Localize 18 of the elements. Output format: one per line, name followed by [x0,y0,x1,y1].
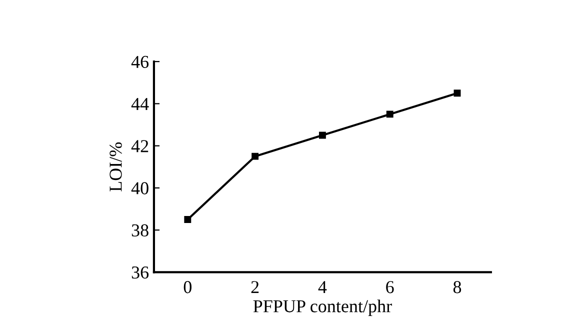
point [252,152,259,160]
x-tick-label: 4 [318,281,327,294]
x-tick-label: 2 [251,281,259,294]
y-tick-label: 40 [131,182,148,194]
y-tick-label: 44 [131,98,149,110]
point [184,216,192,223]
x-tick-label: 8 [453,281,462,294]
y-axis-title: LOI/% [110,142,122,192]
point [454,90,461,97]
y-tick-label: 42 [131,140,148,152]
y-tick-label: 46 [131,56,149,68]
y-tick-label: 36 [132,266,149,279]
point [386,110,394,118]
y-tick-label: 38 [132,224,148,236]
x-tick-label: 6 [386,281,394,294]
point [318,132,326,139]
x-axis-title: PFPUP content/phr [253,300,392,316]
x-tick-label: 0 [184,281,192,294]
